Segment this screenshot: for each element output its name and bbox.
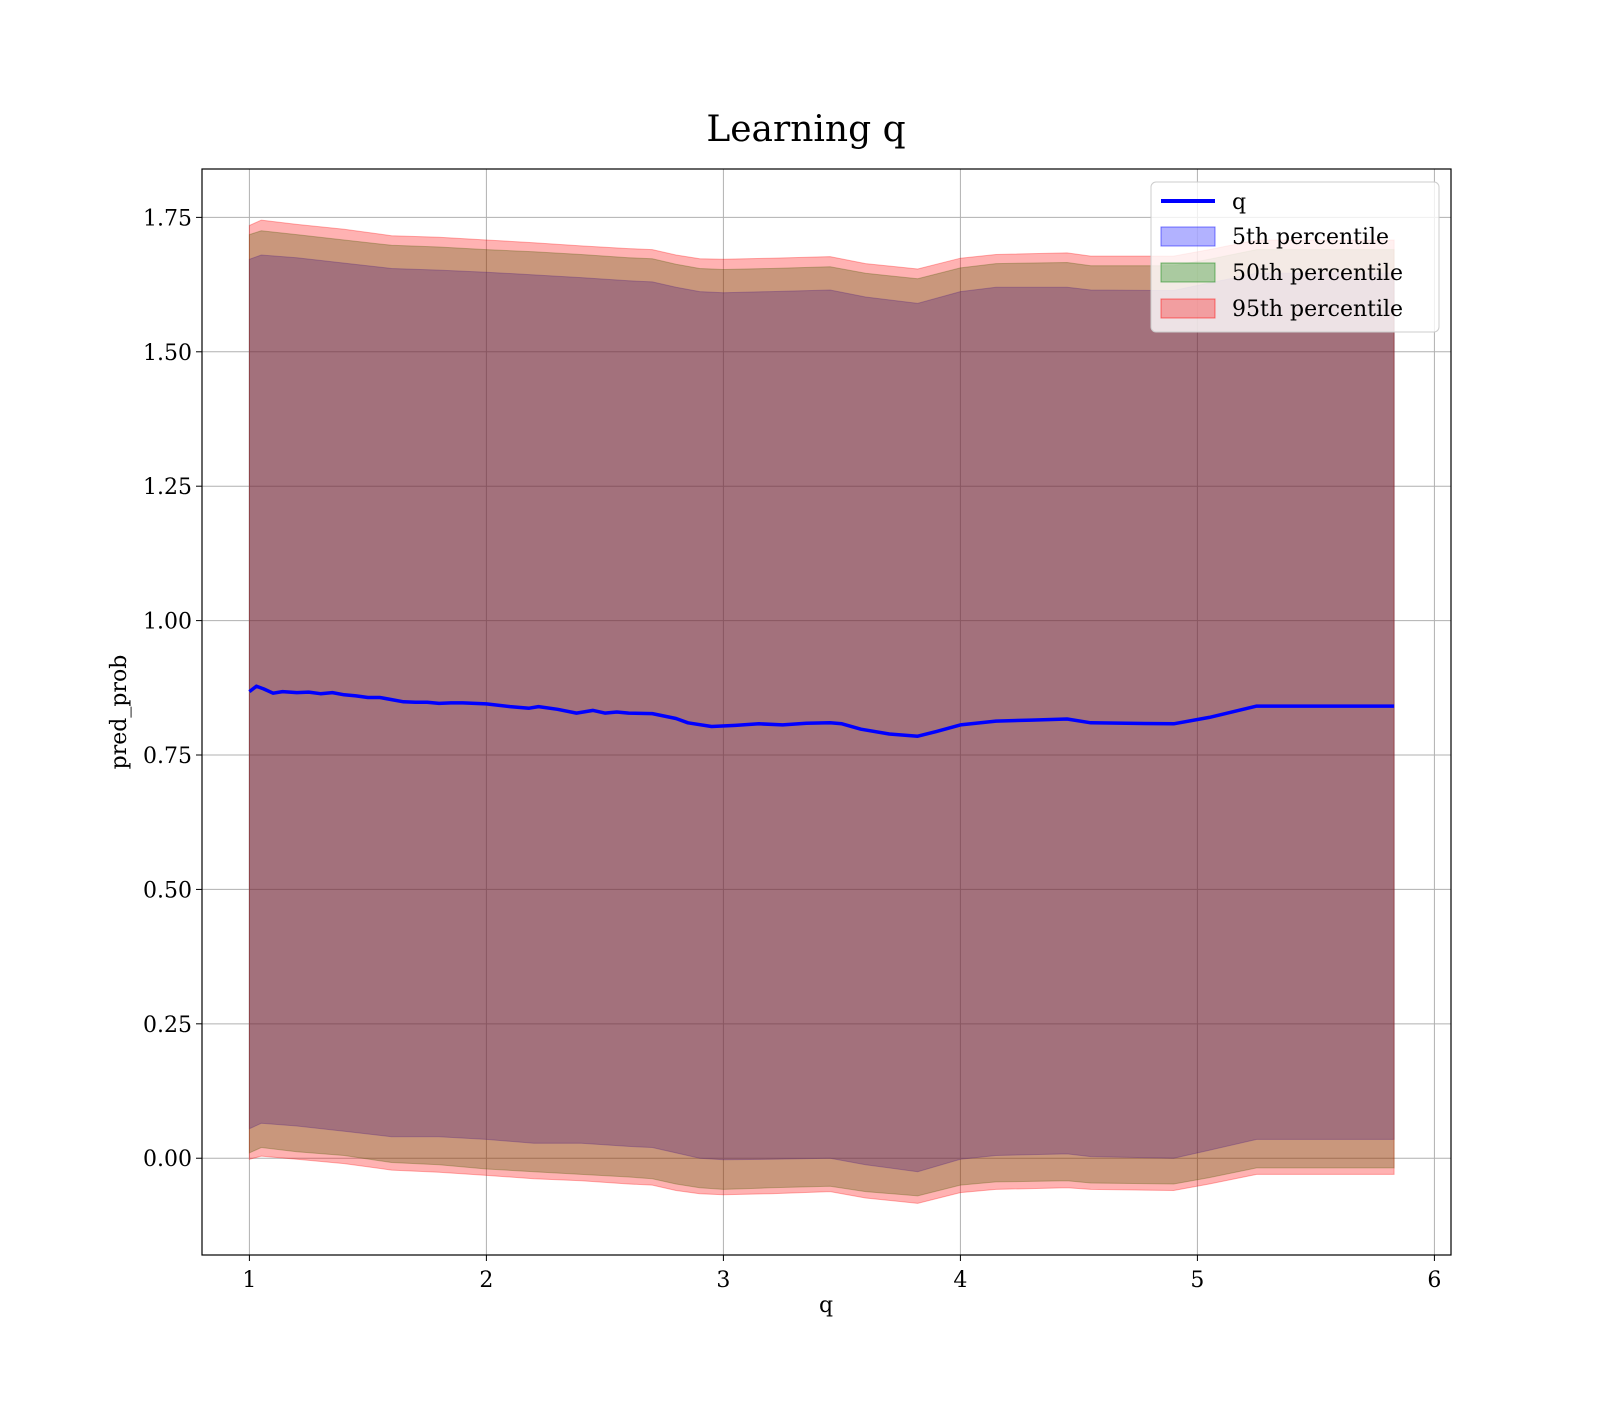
- y-tick-label: 1.25: [143, 475, 192, 500]
- x-axis-label: q: [819, 1293, 833, 1318]
- legend: q 5th percentile 50th percentile 95th pe…: [1150, 181, 1440, 333]
- y-axis-label: pred_prob: [107, 655, 132, 770]
- y-tick-label: 0.25: [143, 1013, 192, 1038]
- band-95th-percentile: [248, 219, 1395, 1204]
- series-line-q: [248, 684, 1395, 738]
- legend-swatch-95th: [1160, 298, 1216, 319]
- plot-frame: [201, 168, 1452, 1256]
- y-tick-label: 1.75: [143, 206, 192, 231]
- y-tick-label: 0.50: [143, 878, 192, 903]
- ticks-layer: 1 2 3 4 5 6 0.00 0.25 0.50 0.75 1.00 1.25 1.50 1.75: [143, 206, 1441, 1293]
- legend-label-q: q: [1232, 190, 1246, 215]
- x-tick-label: 5: [1190, 1268, 1204, 1293]
- legend-label-50th: 50th percentile: [1232, 261, 1403, 286]
- x-tick-label: 4: [953, 1268, 967, 1293]
- x-tick-label: 1: [242, 1268, 256, 1293]
- line-layer: [248, 684, 1395, 738]
- y-tick-label: 1.50: [143, 341, 192, 366]
- y-tick-label: 0.00: [143, 1147, 192, 1172]
- legend-swatch-5th: [1160, 226, 1216, 247]
- x-tick-label: 2: [479, 1268, 493, 1293]
- legend-swatch-50th: [1160, 262, 1216, 283]
- legend-label-5th: 5th percentile: [1232, 225, 1389, 250]
- x-tick-label: 3: [716, 1268, 730, 1293]
- grid: [202, 169, 1451, 1255]
- x-tick-label: 6: [1427, 1268, 1441, 1293]
- band-5th-percentile: [248, 254, 1395, 1173]
- bands-layer: [248, 219, 1395, 1204]
- legend-label-95th: 95th percentile: [1232, 297, 1403, 322]
- chart-title: Learning q: [706, 109, 905, 150]
- band-50th-percentile: [248, 230, 1395, 1197]
- y-tick-label: 0.75: [143, 744, 192, 769]
- y-tick-label: 1.00: [143, 610, 192, 635]
- legend-box: [1150, 181, 1440, 333]
